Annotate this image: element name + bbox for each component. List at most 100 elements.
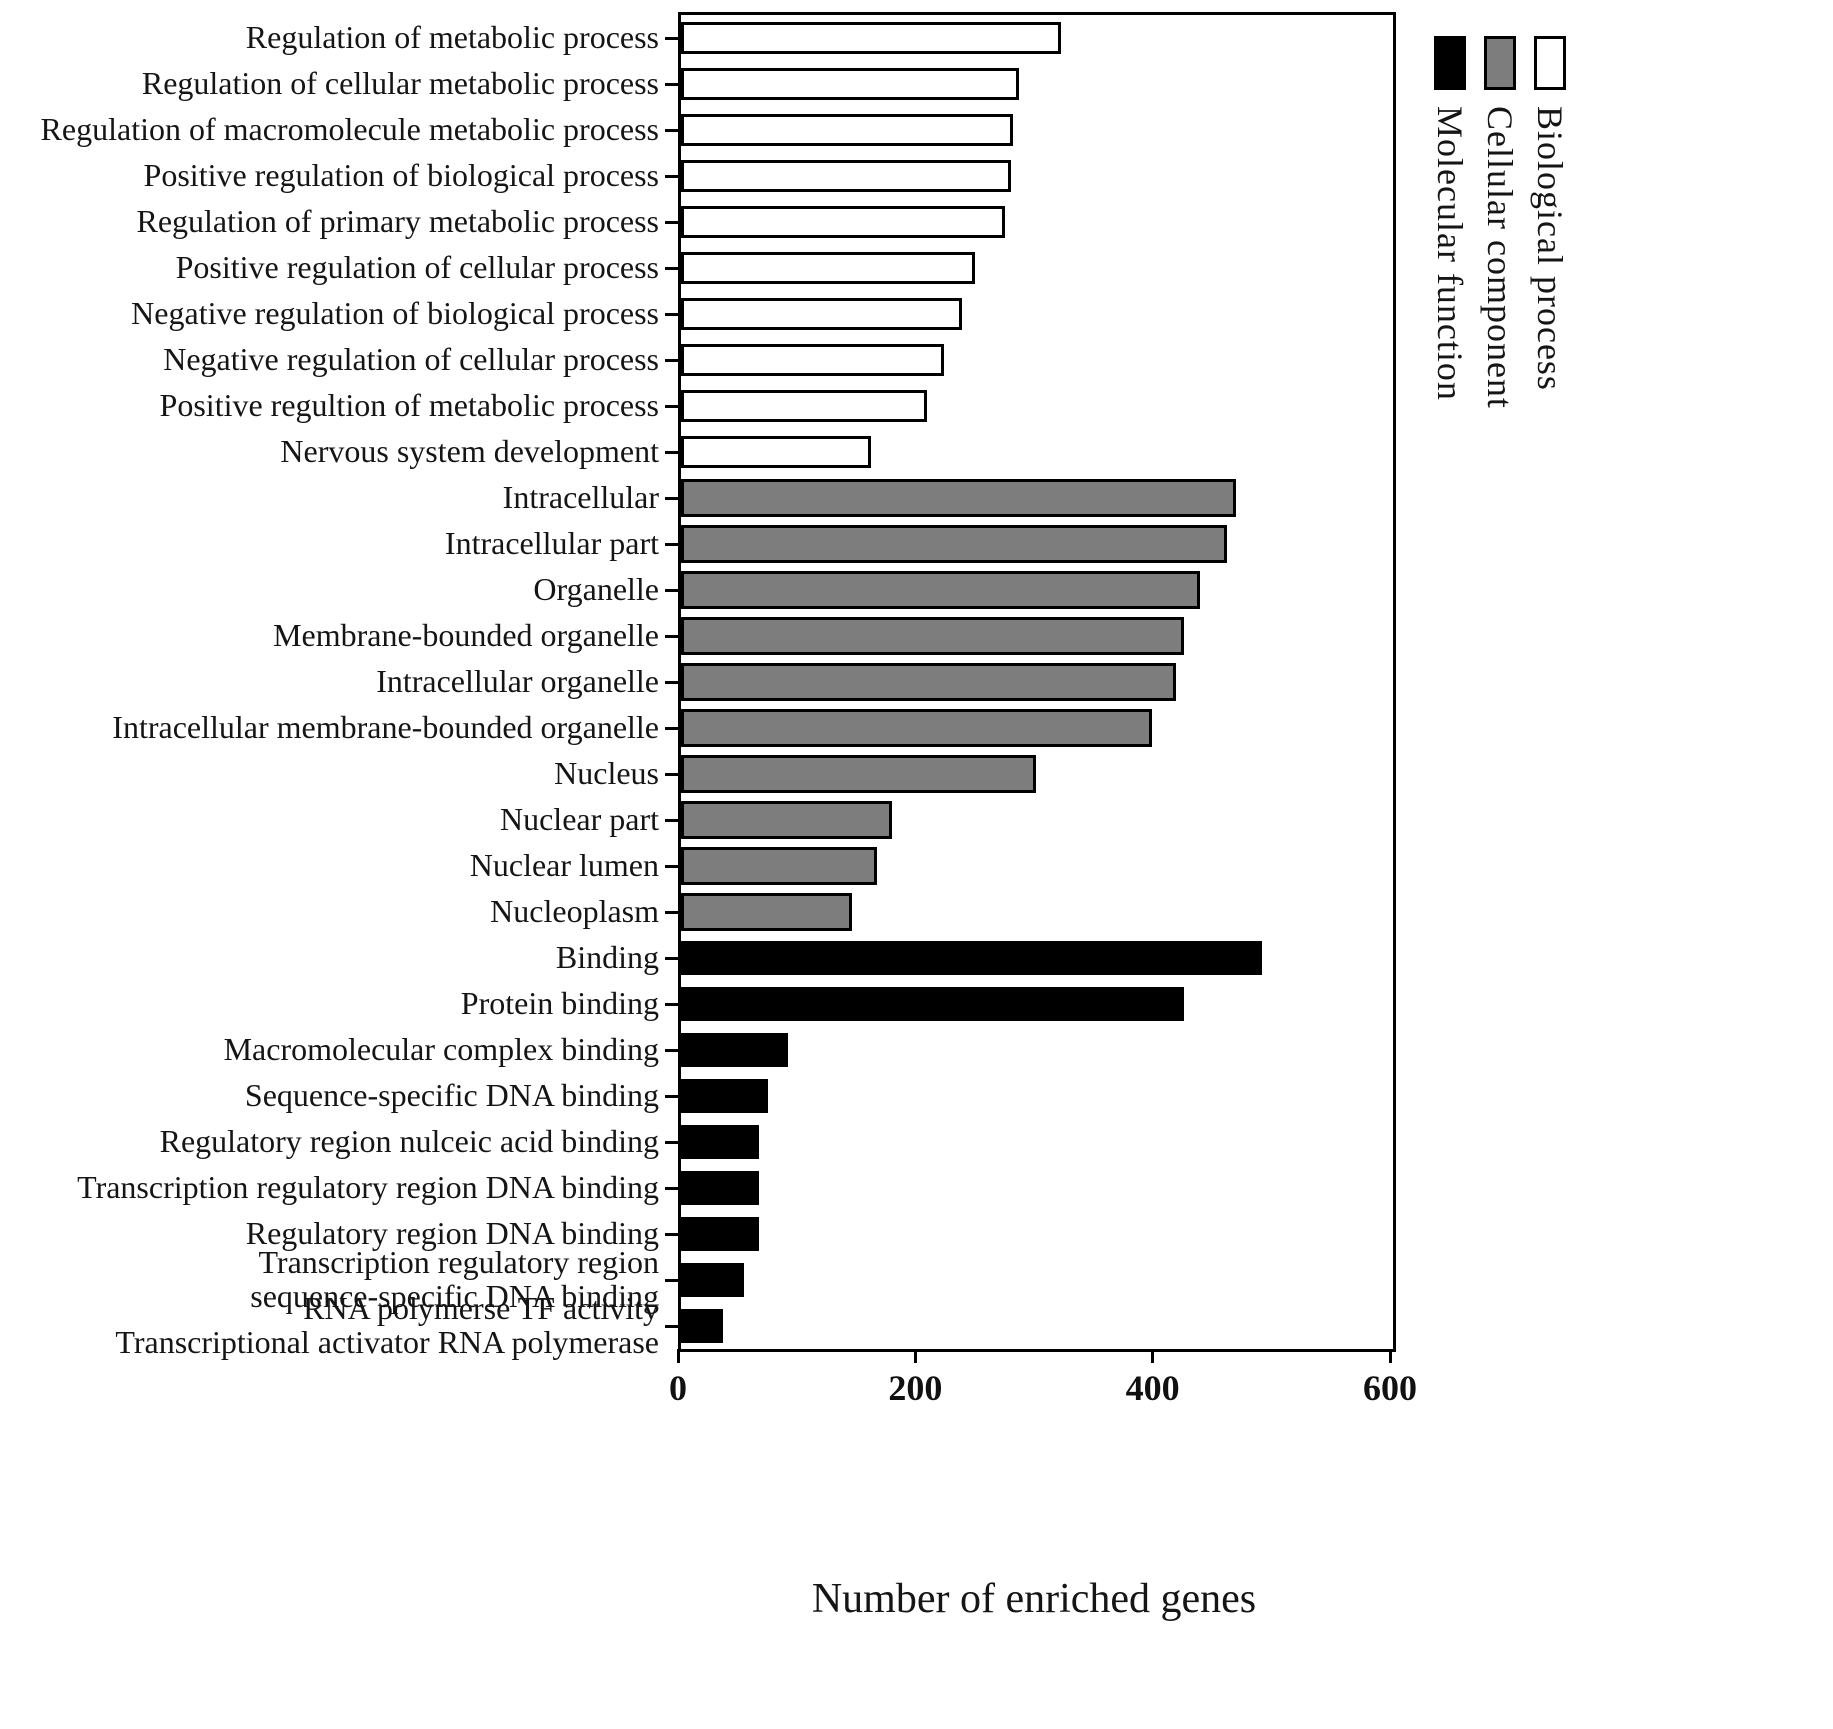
- category-label: Regulatory region nulceic acid binding: [159, 1123, 659, 1160]
- category-label: Intracellular part: [444, 525, 659, 562]
- y-axis-tick: [665, 128, 678, 132]
- bar-bp: [681, 344, 945, 376]
- legend-label: Cellular component: [1480, 106, 1520, 409]
- legend: Molecular function Cellular component Bi…: [1430, 36, 1570, 409]
- x-axis: 0 200 400 600: [669, 1349, 1417, 1419]
- chart-row: Regulation of primary metabolic process: [136, 199, 1393, 245]
- bar-mf: [681, 1217, 760, 1251]
- category-label: Sequence-specific DNA binding: [244, 1077, 659, 1114]
- bar-cc: [681, 571, 1200, 609]
- chart-row: Intracellular organelle: [376, 659, 1393, 705]
- bar-cc: [681, 663, 1176, 701]
- chart-row: Negative regulation of cellular process: [163, 337, 1393, 383]
- bar-rows: Regulation of metabolic process Regulatio…: [41, 15, 1393, 1359]
- y-axis-tick: [665, 1232, 678, 1236]
- bar-mf: [681, 1079, 768, 1113]
- category-label: Nucleoplasm: [490, 893, 659, 930]
- x-tick-mark: [913, 1349, 917, 1363]
- y-axis-tick: [665, 680, 678, 684]
- bar-cc: [681, 755, 1036, 793]
- category-label: Nervous system development: [280, 433, 659, 470]
- chart-row: Nervous system development: [280, 429, 1393, 475]
- legend-label: Biological process: [1530, 106, 1570, 391]
- chart-row: Organelle: [533, 567, 1393, 613]
- legend-swatch-black: [1434, 36, 1466, 90]
- chart-row: Regulation of cellular metabolic process: [142, 61, 1393, 107]
- x-tick-mark: [1151, 1349, 1155, 1363]
- x-tick-label: 0: [669, 1368, 687, 1408]
- category-label: Positive regultion of metabolic process: [159, 387, 659, 424]
- bar-cc: [681, 525, 1227, 563]
- chart-row: Nucleus: [554, 751, 1393, 797]
- category-label: Positive regulation of cellular process: [175, 249, 659, 286]
- y-axis-tick: [665, 312, 678, 316]
- category-label: Organelle: [533, 571, 659, 608]
- y-axis-tick: [665, 36, 678, 40]
- chart-row: Regulatory region DNA binding: [246, 1211, 1393, 1257]
- chart-row: Regulation of macromolecule metabolic pr…: [41, 107, 1393, 153]
- y-axis-tick: [665, 818, 678, 822]
- bar-mf: [681, 1309, 723, 1343]
- category-label: Intracellular membrane-bounded organelle: [112, 709, 659, 746]
- chart-row: Nuclear part: [500, 797, 1393, 843]
- category-label: Regulation of cellular metabolic process: [141, 65, 659, 102]
- bar-bp: [681, 68, 1020, 100]
- y-axis-tick: [665, 956, 678, 960]
- chart-row: Regulatory region nulceic acid binding: [160, 1119, 1393, 1165]
- category-label: Transcription regulatory region DNA bind…: [77, 1169, 659, 1206]
- category-label: Membrane-bounded organelle: [273, 617, 659, 654]
- y-axis-tick: [665, 910, 678, 914]
- bar-cc: [681, 617, 1185, 655]
- chart-row: Nucleoplasm: [490, 889, 1393, 935]
- y-axis-tick: [665, 1278, 678, 1282]
- x-axis-title: Number of enriched genes: [811, 1576, 1257, 1622]
- chart-row: Protein binding: [461, 981, 1393, 1027]
- y-axis-tick: [665, 1140, 678, 1144]
- chart-row: Positive regultion of metabolic process: [160, 383, 1393, 429]
- category-label: Positive regulation of biological proces…: [143, 157, 659, 194]
- bar-cc: [681, 893, 852, 931]
- category-label: Intracellular: [502, 479, 659, 516]
- y-axis-tick: [665, 864, 678, 868]
- x-tick-mark: [676, 1349, 680, 1363]
- chart-row: Intracellular part: [445, 521, 1393, 567]
- legend-item-cellular-component: Cellular component: [1480, 36, 1520, 409]
- bar-mf: [681, 1171, 760, 1205]
- plot-area: Regulation of metabolic process Regulatio…: [41, 12, 1396, 1359]
- category-label: Nuclear part: [499, 801, 659, 838]
- chart-row: Positive regulation of biological proces…: [144, 153, 1393, 199]
- bar-bp: [681, 22, 1061, 54]
- y-axis-tick: [665, 1002, 678, 1006]
- x-tick-label: 600: [1363, 1368, 1417, 1408]
- bar-mf: [681, 1263, 744, 1297]
- x-tick-label: 200: [888, 1368, 943, 1408]
- chart-row: Regulation of metabolic process: [246, 15, 1393, 61]
- chart-row: RNA polymerse TF activity Transcriptiona…: [115, 1291, 1393, 1359]
- category-label: RNA polymerse TF activity Transcriptiona…: [115, 1290, 659, 1360]
- y-axis-tick: [665, 726, 678, 730]
- legend-label: Molecular function: [1430, 106, 1470, 401]
- chart-row: Sequence-specific DNA binding: [245, 1073, 1393, 1119]
- category-label: Regulation of metabolic process: [245, 19, 659, 56]
- x-tick: 200: [888, 1349, 942, 1409]
- y-axis-tick: [665, 1048, 678, 1052]
- x-tick-mark: [1388, 1349, 1392, 1363]
- bar-mf: [681, 941, 1263, 975]
- category-label: Transcription regulatory region sequence…: [250, 1244, 659, 1314]
- chart-row: Intracellular membrane-bounded organelle: [112, 705, 1393, 751]
- bar-bp: [681, 114, 1014, 146]
- bar-bp: [681, 206, 1005, 238]
- legend-swatch-white: [1534, 36, 1566, 90]
- bar-bp: [681, 160, 1011, 192]
- legend-item-molecular-function: Molecular function: [1430, 36, 1470, 409]
- bar-bp: [681, 298, 963, 330]
- category-label: Regulation of macromolecule metabolic pr…: [40, 111, 659, 148]
- category-label: Protein binding: [460, 985, 659, 1022]
- bar-bp: [681, 252, 976, 284]
- bar-cc: [681, 847, 877, 885]
- y-axis-tick: [665, 772, 678, 776]
- chart-row: Binding: [556, 935, 1393, 981]
- y-axis-tick: [665, 82, 678, 86]
- category-label: Nucleus: [554, 755, 659, 792]
